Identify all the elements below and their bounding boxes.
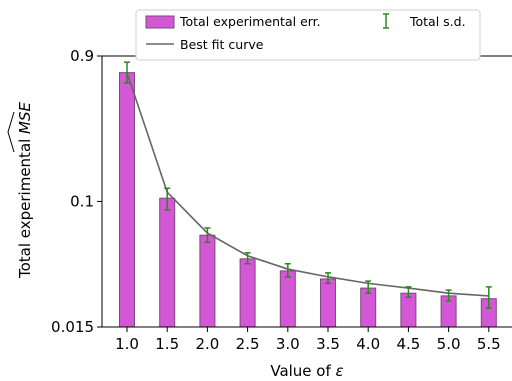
errorbar-layer — [124, 61, 492, 309]
x-tick-label: 4.5 — [396, 335, 420, 353]
y-axis-symbol: MSE — [16, 101, 34, 133]
x-tick-label: 3.0 — [276, 335, 300, 353]
legend-label-errorbar: Total s.d. — [409, 14, 466, 29]
bar-1.0 — [119, 72, 135, 328]
errorbar-2.0 — [204, 227, 211, 243]
x-tick-label: 3.5 — [316, 335, 340, 353]
x-tick-label: 5.0 — [437, 335, 461, 353]
y-axis-label: Total experimental MSE — [16, 101, 34, 279]
errorbar-5.5 — [485, 286, 492, 309]
x-tick-label: 5.5 — [477, 335, 501, 353]
errorbar-5.0 — [445, 289, 452, 302]
legend-swatch-errorbar — [383, 13, 389, 29]
y-axis-label-group: Total experimental MSE — [7, 101, 34, 279]
y-tick-label: 0.9 — [70, 47, 94, 65]
errorbar-2.5 — [244, 252, 251, 265]
legend-label-bars: Total experimental err. — [179, 14, 321, 29]
bars-layer — [119, 72, 497, 328]
x-axis-symbol: ε — [336, 362, 344, 380]
fit-line-layer — [126, 72, 489, 297]
bar-3.0 — [279, 270, 296, 328]
legend-swatch-bars — [145, 15, 175, 29]
errorbar-3.0 — [284, 263, 291, 278]
errorbar-3.5 — [325, 272, 331, 285]
bar-2.5 — [239, 258, 256, 328]
x-axis-label: Value of ε — [270, 362, 343, 380]
x-tick-label: 1.5 — [155, 335, 179, 353]
x-tick-label: 1.0 — [115, 335, 139, 353]
bar-1.5 — [159, 197, 176, 328]
x-tick-label: 4.0 — [356, 335, 380, 353]
bar-2.0 — [199, 234, 216, 328]
legend-box — [135, 9, 481, 61]
x-tick-label: 2.0 — [195, 335, 219, 353]
bar-4.5 — [400, 292, 417, 328]
errorbar-4.0 — [365, 280, 372, 294]
y-axis-hat — [7, 111, 15, 153]
x-ticks: 1.0 1.5 2.0 2.5 3.0 3.5 4.0 4.5 5.0 5.5 — [115, 327, 501, 353]
best-fit-curve — [126, 72, 489, 297]
legend-label-line: Best fit curve — [180, 37, 264, 52]
bar-3.5 — [320, 278, 336, 328]
errorbar-1.5 — [164, 187, 171, 211]
y-tick-label: 0.015 — [51, 318, 94, 336]
legend: Total experimental err. Best fit curve T… — [135, 9, 481, 61]
y-tick-label: 0.1 — [70, 192, 94, 210]
y-ticks: 0.9 0.1 0.015 — [51, 47, 102, 336]
errorbar-1.0 — [124, 61, 130, 84]
x-tick-label: 2.5 — [236, 335, 260, 353]
errorbar-4.5 — [405, 286, 412, 299]
